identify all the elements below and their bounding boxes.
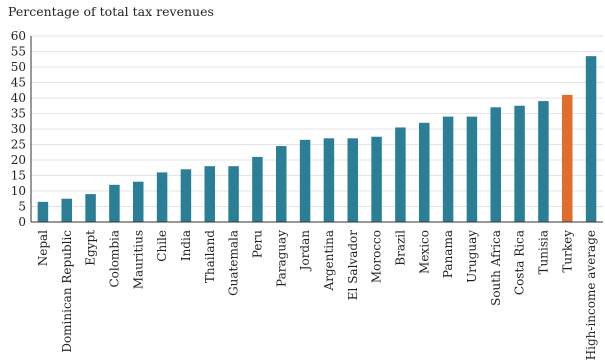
bar-argentina	[323, 138, 335, 222]
y-tick-label: 60	[11, 29, 26, 43]
x-tick-label: Guatemala	[227, 230, 241, 296]
bar-mexico	[419, 122, 430, 222]
bar-costa-rica	[514, 105, 525, 222]
bar-panama	[442, 116, 454, 222]
bar-south-africa	[490, 107, 501, 222]
bar-mauritius	[133, 181, 144, 222]
x-tick-label: South Africa	[489, 230, 503, 306]
bar-uruguay	[466, 116, 478, 222]
x-tick-label: Brazil	[393, 230, 407, 266]
x-tick-label: Argentina	[322, 230, 336, 291]
bar-high-income-average	[585, 56, 597, 223]
y-tick-label: 25	[11, 138, 26, 152]
y-tick-label: 30	[11, 122, 26, 136]
x-tick-label: High-income average	[584, 230, 598, 360]
x-tick-label: Jordan	[298, 230, 312, 273]
x-tick-label: Thailand	[203, 230, 217, 283]
y-tick-label: 20	[11, 153, 26, 167]
y-tick-label: 10	[11, 184, 26, 198]
bar-peru	[252, 156, 263, 222]
bar-el-salvador	[347, 138, 358, 222]
bar-egypt	[85, 194, 96, 222]
x-tick-label: Chile	[155, 230, 169, 262]
x-tick-label: Dominican Republic	[60, 230, 74, 353]
x-tick-label: Morocco	[370, 230, 384, 283]
bar-colombia	[109, 184, 120, 222]
bar-turkey	[562, 94, 573, 222]
bar-india	[180, 169, 192, 222]
bar-tunisia	[538, 101, 549, 222]
x-tick-label: Paraguay	[274, 230, 288, 287]
y-tick-label: 50	[11, 60, 26, 74]
x-tick-label: Uruguay	[465, 230, 479, 283]
bar-thailand	[204, 166, 215, 222]
bar-morocco	[371, 136, 382, 222]
y-tick-label: 35	[11, 107, 26, 121]
bar-nepal	[37, 201, 49, 222]
bar-jordan	[299, 139, 311, 222]
x-tick-label: Costa Rica	[513, 230, 527, 295]
x-tick-label: Panama	[441, 230, 455, 278]
y-tick-label: 45	[11, 76, 26, 90]
x-tick-label: Mauritius	[131, 230, 145, 289]
bar-chile	[156, 172, 168, 222]
y-tick-label: 40	[11, 91, 26, 105]
y-tick-label: 5	[18, 200, 26, 214]
bar-dominican-republic	[61, 198, 72, 222]
x-tick-label: Tunisia	[536, 230, 550, 274]
y-tick-label: 15	[11, 169, 26, 183]
x-tick-label: Peru	[250, 230, 264, 258]
x-tick-label: India	[179, 230, 193, 261]
y-tick-label: 55	[11, 45, 26, 59]
x-tick-label: Mexico	[417, 230, 431, 274]
x-tick-label: Nepal	[36, 230, 50, 266]
y-tick-label: 0	[18, 215, 26, 229]
x-tick-label: Turkey	[560, 230, 574, 273]
chart-title: Percentage of total tax revenues	[8, 4, 214, 19]
x-tick-label: Egypt	[84, 230, 98, 266]
bar-brazil	[395, 127, 406, 222]
x-tick-label: Colombia	[107, 230, 121, 288]
bar-paraguay	[276, 146, 287, 222]
x-tick-label: El Salvador	[346, 230, 360, 300]
bar-guatemala	[228, 166, 239, 222]
